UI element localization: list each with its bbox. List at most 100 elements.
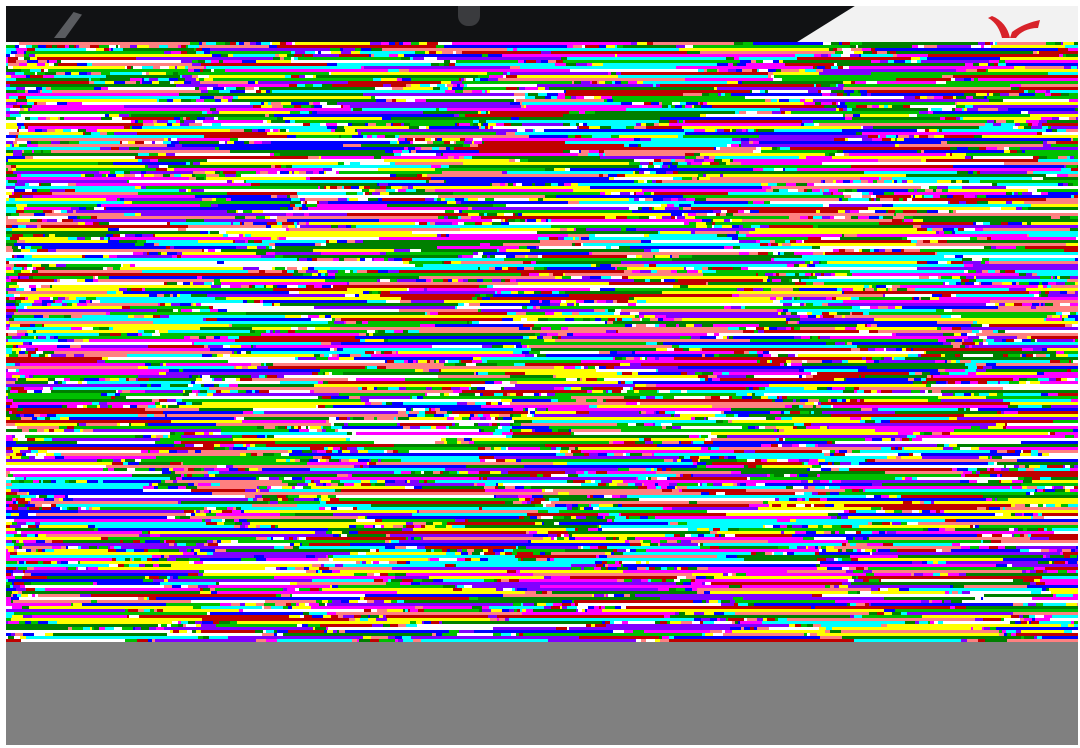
- noise-streak: [161, 252, 167, 255]
- noise-streak: [16, 288, 24, 291]
- noise-streak: [487, 285, 493, 288]
- noise-streak: [694, 201, 748, 204]
- noise-streak: [767, 360, 770, 363]
- noise-streak: [350, 354, 361, 357]
- noise-streak: [773, 252, 778, 255]
- noise-streak: [878, 159, 921, 162]
- noise-streak: [1037, 132, 1042, 135]
- noise-streak: [451, 387, 460, 390]
- noise-streak: [903, 105, 910, 108]
- noise-streak: [952, 327, 961, 330]
- noise-streak: [67, 339, 74, 342]
- noise-streak: [519, 117, 660, 120]
- noise-streak: [261, 90, 266, 93]
- noise-streak: [854, 249, 859, 252]
- noise-streak: [60, 141, 69, 144]
- noise-streak: [198, 60, 205, 63]
- noise-streak: [188, 189, 191, 192]
- noise-streak: [565, 318, 574, 321]
- noise-streak: [832, 102, 836, 105]
- noise-streak: [615, 45, 617, 48]
- noise-streak: [142, 126, 327, 129]
- noise-streak: [885, 294, 922, 297]
- noise-streak: [1051, 285, 1078, 288]
- noise-streak: [896, 333, 907, 336]
- noise-streak: [513, 48, 517, 51]
- noise-streak: [923, 219, 1078, 222]
- noise-streak: [799, 369, 804, 372]
- noise-streak: [581, 243, 583, 246]
- noise-streak: [647, 42, 653, 45]
- noise-streak: [789, 279, 792, 282]
- noise-streak: [200, 309, 202, 312]
- noise-streak: [56, 264, 66, 267]
- noise-streak: [289, 291, 299, 294]
- noise-streak: [970, 237, 977, 240]
- noise-streak: [168, 138, 171, 141]
- noise-streak: [1034, 117, 1041, 120]
- noise-streak: [170, 246, 174, 249]
- noise-streak: [911, 240, 917, 243]
- noise-streak: [278, 135, 287, 138]
- noise-streak: [96, 297, 215, 300]
- noise-streak: [750, 90, 752, 93]
- noise-streak: [242, 366, 248, 369]
- noise-streak: [903, 198, 907, 201]
- noise-streak: [109, 45, 116, 48]
- noise-streak: [584, 300, 594, 303]
- noise-streak: [26, 96, 200, 99]
- noise-streak: [27, 264, 32, 267]
- noise-streak: [320, 123, 326, 126]
- noise-streak: [683, 348, 689, 351]
- noise-streak: [468, 279, 477, 282]
- noise-streak: [973, 321, 977, 324]
- noise-streak: [38, 336, 46, 339]
- noise-streak: [726, 57, 734, 60]
- noise-streak: [569, 294, 732, 297]
- noise-streak: [1051, 144, 1078, 147]
- noise-streak: [904, 219, 913, 222]
- noise-streak: [355, 198, 358, 201]
- noise-streak: [563, 60, 740, 63]
- noise-streak: [869, 330, 878, 333]
- noise-streak: [385, 135, 395, 138]
- noise-streak: [381, 156, 448, 159]
- noise-streak: [823, 192, 831, 195]
- noise-streak: [495, 255, 498, 258]
- noise-streak: [77, 63, 87, 66]
- noise-streak: [43, 351, 54, 354]
- noise-streak: [458, 216, 461, 219]
- noise-streak: [972, 258, 982, 261]
- noise-streak: [842, 42, 850, 45]
- noise-streak: [622, 126, 626, 129]
- noise-streak: [702, 348, 851, 351]
- noise-streak: [25, 105, 32, 108]
- noise-streak: [275, 330, 280, 333]
- noise-streak: [642, 207, 649, 210]
- noise-streak: [488, 123, 496, 126]
- noise-streak: [210, 375, 251, 378]
- noise-streak: [861, 180, 868, 183]
- noise-streak: [1075, 258, 1078, 261]
- noise-streak: [756, 327, 764, 330]
- noise-streak: [621, 108, 626, 111]
- noise-streak: [399, 69, 409, 72]
- noise-streak: [1037, 339, 1073, 342]
- noise-streak: [130, 126, 132, 129]
- noise-streak: [346, 357, 354, 360]
- noise-streak: [251, 363, 261, 366]
- noise-streak: [160, 315, 167, 318]
- noise-streak: [839, 249, 843, 252]
- noise-streak: [295, 225, 297, 228]
- noise-streak: [795, 354, 798, 357]
- noise-streak: [857, 345, 947, 348]
- noise-streak: [380, 192, 389, 195]
- noise-streak: [1005, 207, 1016, 210]
- noise-streak: [913, 180, 915, 183]
- noise-streak: [685, 120, 802, 123]
- noise-streak: [445, 84, 447, 87]
- noise-streak: [974, 270, 976, 273]
- noise-streak: [344, 258, 350, 261]
- noise-streak: [461, 78, 464, 81]
